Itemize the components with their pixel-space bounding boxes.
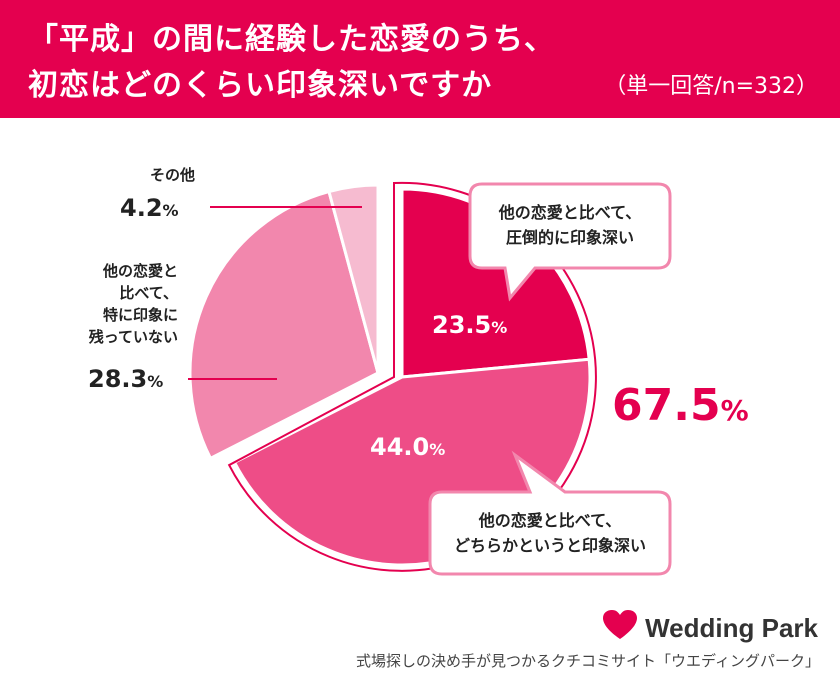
callout-bubble-2 <box>428 450 672 576</box>
pie-slice-other <box>327 183 380 374</box>
callout1-line2: 圧倒的に印象深い <box>506 228 634 247</box>
chart-title-line1: 「平成」の間に経験した恋愛のうち、 <box>28 22 555 57</box>
combined-total-label: 67.5% <box>612 380 749 431</box>
slice-value-label-2: 44.0% <box>370 433 445 461</box>
category-label-other: その他 <box>150 166 195 184</box>
category-label-not-memorable-3: 特に印象に <box>103 306 178 324</box>
brand-tagline: 式場探しの決め手が見つかるクチコミサイト「ウエディングパーク」 <box>356 652 820 670</box>
slice-value-label-3: 28.3% <box>88 365 163 393</box>
slice-value-label-1: 23.5% <box>432 311 507 339</box>
sample-note: （単一回答/n=332） <box>604 74 818 99</box>
callout-somewhat-memorable: 他の恋愛と比べて、 どちらかというと印象深い <box>428 450 672 576</box>
brand-name: Wedding Park <box>645 613 818 643</box>
brand-logo: Wedding Park <box>603 610 818 647</box>
heart-icon <box>603 610 638 647</box>
category-label-not-memorable-2: 比べて、 <box>119 284 178 302</box>
callout2-line1: 他の恋愛と比べて、 <box>478 511 622 530</box>
category-label-not-memorable-4: 残っていない <box>89 328 178 346</box>
callout-bubble-1 <box>468 182 672 302</box>
header-banner: 「平成」の間に経験した恋愛のうち、 初恋はどのくらい印象深いですか （単一回答/… <box>0 0 840 118</box>
chart-title-line2: 初恋はどのくらい印象深いですか <box>28 68 493 103</box>
pie-chart: 23.5% 44.0% その他 4.2% 他の恋愛と 比べて、 特に印象に 残っ… <box>88 166 749 576</box>
category-label-not-memorable-1: 他の恋愛と <box>102 262 178 280</box>
callout-strongly-memorable: 他の恋愛と比べて、 圧倒的に印象深い <box>468 182 672 302</box>
slice-value-label-4: 4.2% <box>120 194 179 222</box>
callout1-line1: 他の恋愛と比べて、 <box>498 203 642 222</box>
callout2-line2: どちらかというと印象深い <box>454 536 646 555</box>
